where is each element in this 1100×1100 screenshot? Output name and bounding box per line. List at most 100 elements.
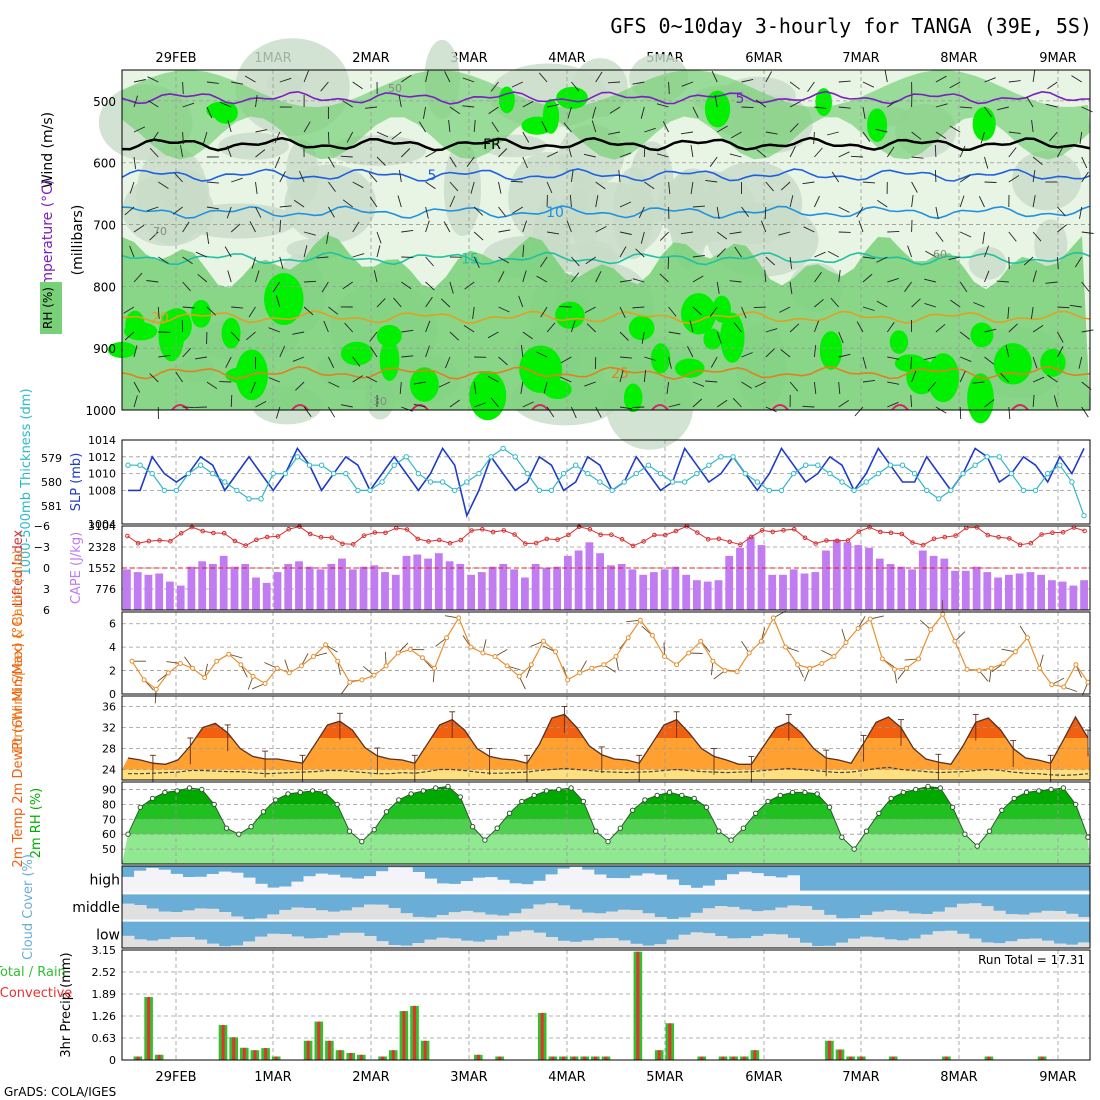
rh-legend-swatch bbox=[40, 282, 62, 334]
rh-marker bbox=[519, 798, 525, 805]
cloud-bar bbox=[412, 943, 425, 948]
rh-marker bbox=[593, 828, 599, 834]
wind-speed-marker bbox=[577, 670, 583, 676]
cloud-bar bbox=[642, 913, 655, 921]
cloud-bar bbox=[327, 911, 341, 921]
cape-bar bbox=[542, 568, 551, 610]
cape-bar bbox=[338, 558, 346, 610]
wind-barb bbox=[401, 229, 414, 233]
rh-marker bbox=[445, 783, 451, 790]
rh-marker bbox=[1011, 795, 1017, 802]
wind-barb bbox=[959, 331, 970, 340]
wind-barb bbox=[1045, 281, 1058, 284]
wind-speed-line bbox=[131, 613, 1089, 691]
wind-barb bbox=[980, 131, 985, 144]
wind-barb bbox=[984, 156, 989, 169]
cloud-bar bbox=[981, 942, 994, 948]
wind-speed-marker bbox=[528, 662, 534, 668]
wind-barb bbox=[522, 131, 530, 143]
wind-barb bbox=[934, 144, 937, 158]
wind-barb bbox=[838, 331, 844, 344]
rh-marker bbox=[1060, 785, 1067, 791]
thickness-marker bbox=[621, 479, 627, 485]
rh-legend-label: RH (%) bbox=[41, 287, 55, 329]
wind-barb bbox=[668, 356, 672, 369]
lifted-index-marker bbox=[125, 533, 130, 539]
wind-barb bbox=[352, 375, 364, 383]
rh-marker bbox=[753, 810, 759, 816]
wind-barb bbox=[764, 269, 767, 283]
wind-barb bbox=[716, 399, 728, 408]
thickness-marker bbox=[246, 496, 252, 502]
wind-barb bbox=[498, 356, 508, 366]
wind-barb bbox=[398, 95, 402, 108]
cloud-cover-frame bbox=[121, 865, 1091, 949]
wind-barb bbox=[230, 223, 241, 233]
wind-speed-marker bbox=[613, 654, 619, 659]
cape-bar bbox=[607, 565, 615, 610]
wind-speed-marker bbox=[480, 650, 486, 656]
rh-marker bbox=[260, 809, 267, 815]
wind-barb bbox=[925, 250, 937, 258]
rh-high-region bbox=[894, 354, 926, 373]
rh-marker bbox=[1023, 789, 1030, 796]
thickness-marker bbox=[803, 462, 809, 468]
wind-barb bbox=[231, 306, 244, 309]
cloud-bar bbox=[472, 912, 486, 921]
wind-speed-marker bbox=[649, 632, 655, 638]
rh-tick-label: 50 bbox=[102, 843, 116, 856]
cloud-row-label: low bbox=[96, 927, 120, 943]
wind-barb bbox=[466, 156, 475, 167]
cloud-bar bbox=[872, 937, 885, 948]
wind-barb bbox=[326, 231, 329, 244]
rh-green-region bbox=[122, 70, 1090, 160]
rh-high-region bbox=[681, 293, 717, 335]
wind-barb bbox=[522, 270, 527, 283]
top-date-label: 29FEB bbox=[155, 51, 196, 66]
cape-bar bbox=[445, 561, 454, 610]
rh-marker bbox=[236, 831, 242, 837]
cloud-bar bbox=[218, 871, 232, 894]
wind-barb bbox=[449, 399, 460, 408]
wind-barb bbox=[716, 231, 728, 240]
wind-speed-marker bbox=[589, 665, 595, 671]
thickness-marker bbox=[960, 470, 966, 477]
cloud-bar bbox=[848, 938, 861, 948]
bottom-date-label: 5MAR bbox=[646, 1070, 683, 1085]
temperature-contour-label: 10 bbox=[546, 205, 564, 221]
lifted-index-line bbox=[127, 525, 1085, 547]
wind-speed-marker bbox=[916, 656, 922, 662]
cape-bar bbox=[1048, 580, 1056, 610]
rh-high-region bbox=[993, 343, 1032, 385]
wind-barb bbox=[546, 322, 556, 333]
cloud-bar bbox=[303, 938, 316, 948]
wind-barb bbox=[498, 256, 510, 264]
wind-barb bbox=[376, 245, 381, 258]
wind-barb bbox=[157, 306, 160, 320]
cloud-bar bbox=[835, 918, 849, 921]
wind-barb bbox=[765, 181, 774, 192]
cloud-bar bbox=[158, 939, 171, 948]
wind-barb bbox=[328, 181, 336, 192]
wind-barb bbox=[1056, 256, 1059, 270]
thickness-marker bbox=[318, 462, 325, 468]
wind-barb bbox=[1032, 394, 1035, 408]
precip-tick-label: 1.26 bbox=[92, 1010, 117, 1023]
cloud-bar bbox=[630, 943, 643, 948]
wind-barb bbox=[563, 122, 572, 133]
wind-barb bbox=[227, 270, 232, 283]
thickness-marker bbox=[524, 470, 530, 477]
wind-barb bbox=[303, 406, 312, 417]
wind-barb bbox=[644, 127, 656, 133]
rh-marker bbox=[888, 795, 894, 802]
cloud-bar bbox=[533, 880, 546, 894]
cloud-bar bbox=[1017, 890, 1030, 894]
cape-tick-label: 3104 bbox=[88, 520, 116, 533]
wind-barb bbox=[449, 281, 454, 294]
wind-barb bbox=[182, 406, 195, 409]
wind-barb bbox=[522, 156, 528, 169]
wind-barb bbox=[425, 345, 430, 358]
wind-barb bbox=[972, 381, 985, 384]
cloud-bar bbox=[956, 933, 970, 948]
cloud-bar bbox=[727, 874, 740, 894]
